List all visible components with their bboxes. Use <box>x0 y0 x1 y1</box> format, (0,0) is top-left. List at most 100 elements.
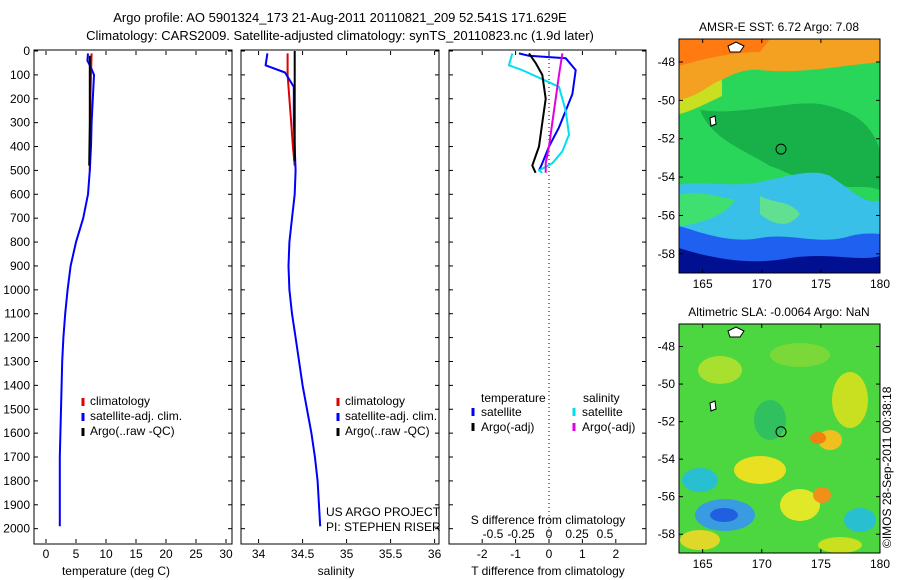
depth-tick-label: 1800 <box>3 474 30 488</box>
sla-anomaly <box>813 487 831 503</box>
x-tick-label: 5 <box>73 547 80 561</box>
sst-warm-region <box>679 39 880 102</box>
depth-tick-label: 1500 <box>3 402 30 416</box>
map-x-tick-label: 165 <box>693 557 713 571</box>
map-x-tick-label: 180 <box>870 557 890 571</box>
sst-map-axes: 165 170 175 180 -48 -50 -52 -54 -56 -58 <box>658 39 890 291</box>
sst-mid-band <box>700 103 880 190</box>
depth-tick-label: 700 <box>10 211 30 225</box>
sla-anomaly <box>818 537 862 553</box>
x-tick-label: 15 <box>129 547 143 561</box>
s-tick-label: -0.25 <box>507 527 535 541</box>
legend-label-satellite: satellite-adj. clim. <box>345 409 437 423</box>
x-tick-label: -1 <box>510 547 521 561</box>
s-tick-label: 0 <box>546 527 553 541</box>
salinity-axes-box <box>240 49 440 545</box>
legend-label-s-argo: Argo(-adj) <box>582 420 635 434</box>
sla-anomaly <box>810 432 826 444</box>
series-line-satellite-adj-clim <box>58 53 95 527</box>
sst-coldest-band <box>679 248 880 273</box>
x-tick-label: 10 <box>99 547 113 561</box>
sla-map-frame <box>678 323 881 554</box>
sst-map-field <box>679 39 880 273</box>
sla-island-west <box>709 400 717 412</box>
sla-anomaly <box>770 343 830 367</box>
map-y-tick-label: -52 <box>658 132 676 146</box>
s-difference-label: S difference from climatology <box>471 513 626 527</box>
map-x-tick-label: 175 <box>811 277 831 291</box>
difference-series <box>507 52 577 174</box>
sla-map-axes: 165 170 175 180 -48 -50 -52 -54 -56 -58 <box>658 324 890 571</box>
depth-tick-label: 100 <box>10 68 30 82</box>
x-tick-label: 2 <box>612 547 619 561</box>
map-x-tick-label: 165 <box>693 277 713 291</box>
depth-tick-label: 300 <box>10 116 30 130</box>
map-y-tick-label: -54 <box>658 170 676 184</box>
x-tick-label: 1 <box>579 547 586 561</box>
depth-tick-label: 500 <box>10 163 30 177</box>
copyright-credit: ©IMOS 28-Sep-2011 00:38:18 <box>880 386 894 548</box>
x-tick-label: 35.5 <box>379 547 403 561</box>
x-tick-label: 35 <box>340 547 354 561</box>
depth-tick-label: 0 <box>23 44 30 58</box>
depth-tick-label: 1300 <box>3 354 30 368</box>
temperature-x-label: temperature (deg C) <box>62 564 170 578</box>
x-tick-label: 0 <box>546 547 553 561</box>
series-line-satellite <box>518 52 577 171</box>
x-tick-label: 36 <box>428 547 442 561</box>
x-tick-label: 34.5 <box>291 547 315 561</box>
temperature-axes-box <box>33 49 233 545</box>
sla-map-title: Altimetric SLA: -0.0064 Argo: NaN <box>688 305 869 319</box>
sst-map-title: AMSR-E SST: 6.72 Argo: 7.08 <box>699 20 859 34</box>
s-tick-label: 0.5 <box>597 527 614 541</box>
sla-anomaly <box>710 508 738 522</box>
salinity-depth-ticks <box>241 50 439 530</box>
series-line-argo-raw-qc <box>88 55 91 166</box>
sst-map-frame <box>678 38 881 274</box>
s-difference-x-axis: -0.5 -0.25 0 0.25 0.5 <box>483 527 614 541</box>
x-tick-label: 20 <box>159 547 173 561</box>
sst-map-panel: AMSR-E SST: 6.72 Argo: 7.08 165 170 175 180… <box>658 20 891 291</box>
x-tick-label: 0 <box>43 547 50 561</box>
map-y-tick-label: -58 <box>658 527 676 541</box>
sla-anomaly <box>734 456 786 484</box>
x-tick-label: 30 <box>219 547 233 561</box>
map-y-tick-label: -48 <box>658 55 676 69</box>
depth-tick-label: 1900 <box>3 498 30 512</box>
depth-tick-label: 600 <box>10 187 30 201</box>
sla-anomaly <box>682 468 718 492</box>
depth-tick-label: 1200 <box>3 331 30 345</box>
project-note-line-1: US ARGO PROJECT <box>326 505 441 519</box>
depth-tick-label: 1100 <box>4 307 30 321</box>
salinity-panel: 34 34.5 35 35.5 36 salinity climatology sate… <box>240 49 442 578</box>
sla-argo-location-marker <box>775 426 787 438</box>
salinity-legend: climatology satellite-adj. clim. Argo(..… <box>336 394 437 438</box>
sla-anomaly <box>844 508 876 532</box>
depth-tick-label: 2000 <box>3 522 30 536</box>
difference-axes-box <box>448 49 647 545</box>
sla-anomaly <box>680 530 720 550</box>
temperature-x-axis: 0 5 10 15 20 25 30 <box>43 51 233 561</box>
map-y-tick-label: -54 <box>658 452 676 466</box>
x-tick-label: -2 <box>477 547 488 561</box>
legend-label-t-satellite: satellite <box>481 405 522 419</box>
temperature-legend: climatology satellite-adj. clim. Argo(..… <box>81 394 182 438</box>
figure-title-line-1: Argo profile: AO 5901324_173 21-Aug-2011… <box>113 10 567 25</box>
depth-tick-label: 1600 <box>3 426 30 440</box>
temperature-series <box>58 53 95 527</box>
s-tick-label: -0.5 <box>483 527 504 541</box>
depth-tick-label: 900 <box>10 259 30 273</box>
sst-island-north <box>727 41 745 53</box>
map-x-tick-label: 180 <box>870 277 890 291</box>
map-x-tick-label: 170 <box>752 557 772 571</box>
sla-anomaly <box>754 400 786 440</box>
map-y-tick-label: -58 <box>658 247 676 261</box>
difference-legend: temperature salinity satellite Argo(-adj… <box>471 391 635 434</box>
s-tick-label: 0.25 <box>565 527 589 541</box>
sst-green-tongue <box>679 193 735 226</box>
legend-label-argo: Argo(..raw -QC) <box>90 424 175 438</box>
sla-map-panel: Altimetric SLA: -0.0064 Argo: NaN 165 170… <box>658 305 891 571</box>
salinity-x-label: salinity <box>318 564 355 578</box>
series-line-climatology <box>286 53 296 166</box>
